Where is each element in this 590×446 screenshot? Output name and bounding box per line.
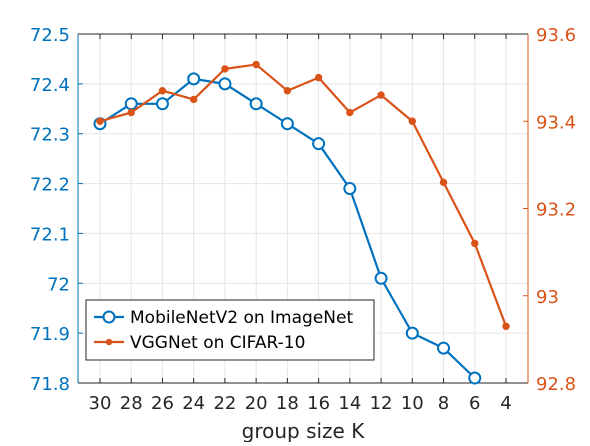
axes: 30 28 26 24 22 20 18 16 14 12 10 8 6 4 71.8 71.9 72 72.1 7… <box>30 25 576 414</box>
x-tick-label: 30 <box>89 393 112 414</box>
y-left-tick-label: 71.9 <box>30 324 70 345</box>
legend-box <box>85 299 375 361</box>
x-tick-label: 24 <box>182 393 205 414</box>
data-point <box>249 97 263 111</box>
x-tick-label: 22 <box>213 393 236 414</box>
data-point <box>124 97 138 111</box>
y-right-tick-label: 93 <box>536 287 559 308</box>
legend-marker <box>102 310 116 324</box>
y-left-tick-label: 72.2 <box>30 175 70 196</box>
legend-item: VGGNet on CIFAR-10 <box>94 333 305 353</box>
legend-label: MobileNetV2 on ImageNet <box>130 308 353 328</box>
legend-label: VGGNet on CIFAR-10 <box>130 333 305 353</box>
data-point <box>343 182 357 196</box>
y-left-tick-label: 72.5 <box>30 25 70 46</box>
data-point <box>127 108 135 117</box>
x-tick-label: 8 <box>438 393 449 414</box>
data-point <box>468 371 482 385</box>
y-left-tick-label: 72 <box>47 274 70 295</box>
series-1 <box>93 72 482 385</box>
y-left-tick-label: 72.1 <box>30 224 70 245</box>
x-tick-label: 6 <box>469 393 480 414</box>
series-layer <box>93 60 510 385</box>
data-point <box>312 137 326 151</box>
data-point <box>405 326 419 340</box>
data-point <box>408 117 417 125</box>
data-point <box>155 97 169 111</box>
data-point <box>252 60 260 69</box>
data-point <box>221 65 229 73</box>
x-tick-label: 14 <box>338 393 361 414</box>
data-point <box>314 73 323 82</box>
legend-item: MobileNetV2 on ImageNet <box>94 308 353 328</box>
x-tick-label: 18 <box>276 393 299 414</box>
data-point <box>189 95 198 104</box>
x-tick-label: 4 <box>500 393 511 414</box>
x-tick-label: 28 <box>120 393 143 414</box>
data-point <box>283 87 292 95</box>
series-line <box>99 63 508 327</box>
y-left-tick-label: 71.8 <box>30 374 70 395</box>
data-point <box>502 322 510 330</box>
y-right-tick-label: 93.4 <box>536 112 576 133</box>
y-left-tick-label: 72.4 <box>30 75 70 96</box>
data-point <box>437 341 451 355</box>
legend: MobileNetV2 on ImageNet VGGNet on CIFAR-1… <box>85 299 375 361</box>
data-point <box>471 239 479 248</box>
x-tick-label: 20 <box>245 393 268 414</box>
data-point <box>187 72 201 86</box>
y-right-tick-label: 93.2 <box>536 200 576 221</box>
x-tick-label: 12 <box>370 393 393 414</box>
data-point <box>280 117 294 131</box>
data-point <box>158 87 167 95</box>
x-tick-label: 16 <box>307 393 330 414</box>
data-point <box>346 108 354 117</box>
legend-marker <box>105 338 113 346</box>
data-point <box>439 178 448 187</box>
y-right-tick-label: 92.8 <box>536 374 576 395</box>
x-tick-label: 26 <box>151 393 174 414</box>
x-tick-label: 10 <box>401 393 424 414</box>
data-point <box>374 271 388 285</box>
y-right-tick-label: 93.6 <box>536 25 576 46</box>
y-left-tick-label: 72.3 <box>30 125 70 146</box>
data-point <box>96 117 104 125</box>
data-point <box>377 91 385 99</box>
x-axis-label: group size K <box>242 419 366 442</box>
series-2 <box>96 60 510 330</box>
data-point <box>218 77 232 91</box>
